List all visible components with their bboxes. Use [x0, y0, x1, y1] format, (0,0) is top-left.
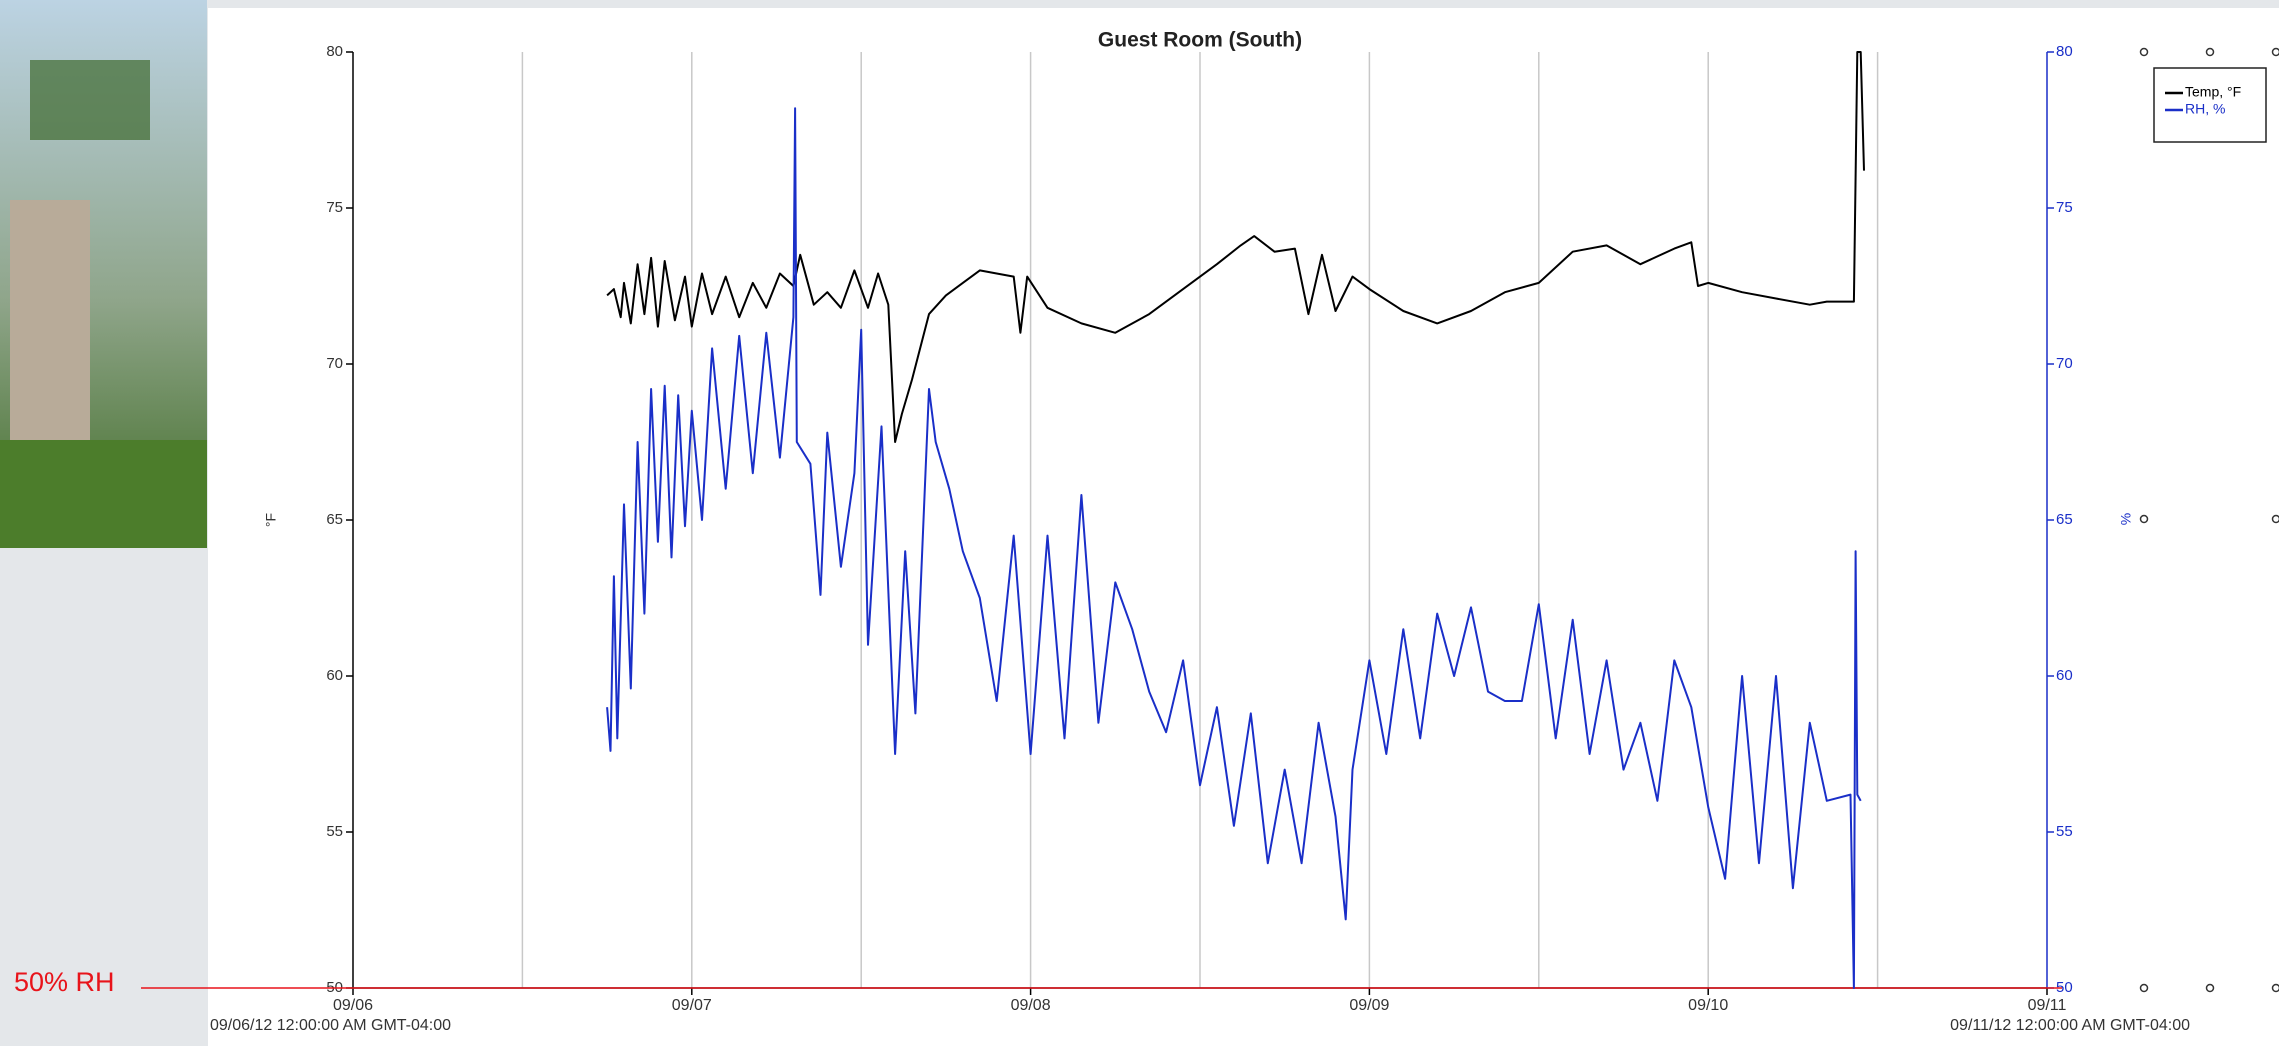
y2-tick-label: 60	[2056, 667, 2073, 684]
y-tick-label: 65	[326, 511, 343, 528]
handle	[2139, 47, 2149, 57]
y2-tick-label: 70	[2056, 355, 2073, 372]
handle	[2139, 514, 2149, 524]
y-tick-label: 55	[326, 823, 343, 840]
chart-panel	[208, 8, 2279, 1046]
handle	[2271, 514, 2279, 524]
photo-tree	[30, 60, 150, 140]
photo-house	[10, 200, 90, 440]
x-tick-label: 09/06	[333, 997, 373, 1014]
legend-box	[2153, 67, 2267, 143]
series-line	[606, 51, 1865, 443]
y2-tick-label: 65	[2056, 511, 2073, 528]
plot: Guest Room (South)5055606570758050556065…	[14, 29, 2267, 1034]
y2-tick-label: 75	[2056, 199, 2073, 216]
y2-tick-label: 50	[2056, 979, 2073, 996]
y-tick-label: 60	[326, 667, 343, 684]
handle	[2205, 47, 2215, 57]
photo-lawn	[0, 440, 207, 548]
handle	[2271, 47, 2279, 57]
y-tick-label: 70	[326, 355, 343, 372]
handle	[2139, 983, 2149, 993]
x-end-label: 09/11/12 12:00:00 AM GMT-04:00	[1950, 1017, 2190, 1034]
y-axis-title: °F	[263, 513, 279, 527]
handle	[2205, 983, 2215, 993]
annotation-label: 50% RH	[14, 967, 115, 997]
y-tick-label: 80	[326, 43, 343, 60]
handle	[2271, 983, 2279, 993]
x-tick-label: 09/11	[2028, 997, 2067, 1014]
x-tick-label: 09/08	[1011, 997, 1051, 1014]
x-start-label: 09/06/12 12:00:00 AM GMT-04:00	[210, 1017, 451, 1034]
x-tick-label: 09/07	[672, 997, 712, 1014]
y2-axis-title: %	[2118, 513, 2134, 525]
y2-tick-label: 80	[2056, 43, 2073, 60]
legend-label: RH, %	[2185, 101, 2225, 117]
x-tick-label: 09/09	[1349, 997, 1389, 1014]
legend-label: Temp, °F	[2185, 84, 2241, 100]
y2-tick-label: 55	[2056, 823, 2073, 840]
chart-title: Guest Room (South)	[1098, 29, 1302, 52]
x-tick-label: 09/10	[1688, 997, 1728, 1014]
series-line	[606, 107, 1862, 989]
y-tick-label: 75	[326, 199, 343, 216]
handles	[2139, 47, 2279, 993]
